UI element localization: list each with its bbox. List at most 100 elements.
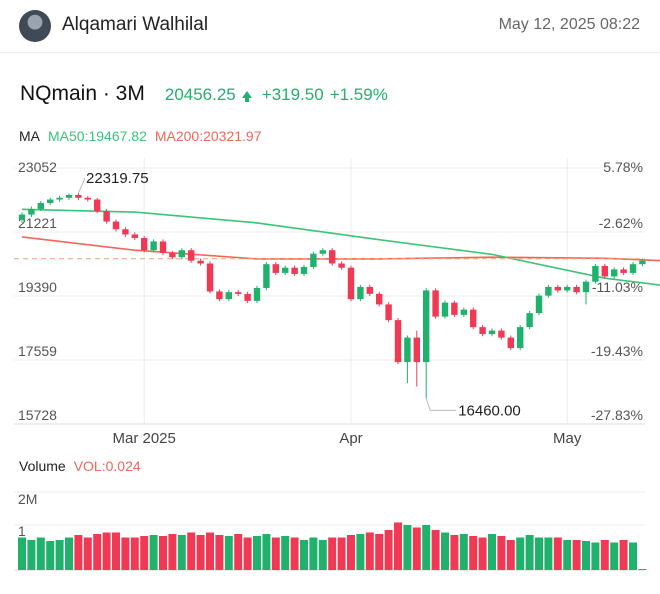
volume-bar <box>629 542 637 570</box>
price-annotations: 22319.75 16460.00 <box>77 170 521 419</box>
candle <box>310 253 317 267</box>
volume-bars <box>18 522 647 570</box>
volume-bar <box>121 537 130 570</box>
candle <box>122 229 129 235</box>
candle <box>488 330 496 335</box>
y-tick-right: -19.43% <box>591 343 643 359</box>
candle <box>65 194 73 198</box>
volume-bar <box>112 532 120 570</box>
candle <box>639 260 646 265</box>
price-grid <box>14 158 645 425</box>
candle <box>526 313 533 328</box>
up-arrow-icon <box>241 91 252 102</box>
candle <box>319 250 326 254</box>
ma200-legend: MA200:20321.97 <box>154 128 262 144</box>
ma200-line <box>21 236 660 262</box>
volume-bar <box>347 535 355 570</box>
symbol-label[interactable]: NQmain · 3M <box>20 82 145 105</box>
candle <box>47 199 54 204</box>
volume-bar <box>149 535 158 570</box>
y-tick-right: -11.03% <box>592 279 643 295</box>
candle <box>573 286 580 293</box>
y-tick-left: 21221 <box>18 215 57 231</box>
candle <box>441 302 449 317</box>
candle <box>582 281 590 293</box>
top-bar: Alqamari Walhilal May 12, 2025 08:22 <box>0 0 660 53</box>
volume-bar <box>591 542 600 570</box>
candle <box>75 194 82 198</box>
volume-bar <box>83 537 92 570</box>
y-tick-right: -2.62% <box>599 215 643 231</box>
volume-bar <box>177 535 186 570</box>
volume-bar <box>224 536 233 570</box>
candle <box>150 241 157 251</box>
candle <box>385 304 392 321</box>
price-chart[interactable]: 23052 5.78% 21221 -2.62% 19390 -11.03% 17559 -1… <box>0 150 660 450</box>
volume-bar <box>544 537 553 570</box>
candle <box>178 250 185 258</box>
volume-tick: 2M <box>18 491 37 507</box>
volume-bar <box>403 525 412 570</box>
volume-bar <box>290 537 299 570</box>
candle <box>554 286 561 291</box>
candle <box>253 287 261 301</box>
volume-value: VOL:0.024 <box>73 458 141 474</box>
volume-bar <box>46 541 55 570</box>
volume-bar <box>394 522 402 570</box>
candle <box>18 214 26 220</box>
volume-bar <box>253 536 261 570</box>
volume-bar <box>638 569 647 570</box>
volume-bar <box>450 535 459 570</box>
candle <box>451 302 458 315</box>
volume-bar <box>412 527 421 570</box>
avatar[interactable] <box>19 10 51 42</box>
volume-bar <box>506 540 515 570</box>
candle <box>141 237 148 251</box>
candle <box>244 293 251 301</box>
volume-bar <box>478 537 487 570</box>
volume-bar <box>93 534 102 570</box>
volume-bar <box>36 537 45 570</box>
candle <box>432 290 439 317</box>
candle <box>272 264 279 273</box>
ma-legend[interactable]: MA MA50:19467.82 MA200:20321.97 <box>19 128 262 144</box>
volume-bar <box>300 540 308 570</box>
candle <box>564 286 571 291</box>
y-tick-left: 17559 <box>18 343 57 359</box>
candle <box>225 292 232 300</box>
volume-bar <box>271 537 280 570</box>
volume-bar <box>553 537 562 570</box>
volume-bar <box>328 537 337 570</box>
volume-bar <box>18 537 26 570</box>
candle <box>197 260 204 264</box>
candle <box>535 295 543 314</box>
candle <box>56 197 63 200</box>
volume-bar <box>431 530 440 570</box>
candle <box>329 250 336 264</box>
volume-bar <box>356 534 365 570</box>
candle <box>629 264 637 273</box>
low-annotation: 16460.00 <box>458 402 521 419</box>
volume-bar <box>469 536 478 570</box>
volume-bar <box>55 540 64 570</box>
volume-bar <box>365 532 374 570</box>
candle <box>338 263 345 268</box>
volume-bar <box>422 525 431 570</box>
volume-bar <box>65 537 73 570</box>
high-annotation: 22319.75 <box>86 170 149 187</box>
candle <box>37 203 44 209</box>
moving-average-lines <box>14 208 660 286</box>
user-name[interactable]: Alqamari Walhilal <box>62 14 209 35</box>
y-tick-left: 19390 <box>18 279 57 295</box>
volume-legend[interactable]: Volume VOL:0.024 <box>19 458 141 474</box>
candle <box>423 290 430 363</box>
volume-bar <box>563 540 572 570</box>
candle <box>84 197 91 200</box>
volume-bar <box>262 534 271 570</box>
volume-bar <box>168 534 177 570</box>
candle <box>263 264 270 288</box>
volume-chart[interactable]: 2M 1 <box>0 480 660 590</box>
volume-bar <box>281 536 290 570</box>
candle <box>601 265 608 277</box>
volume-bar <box>140 536 149 570</box>
